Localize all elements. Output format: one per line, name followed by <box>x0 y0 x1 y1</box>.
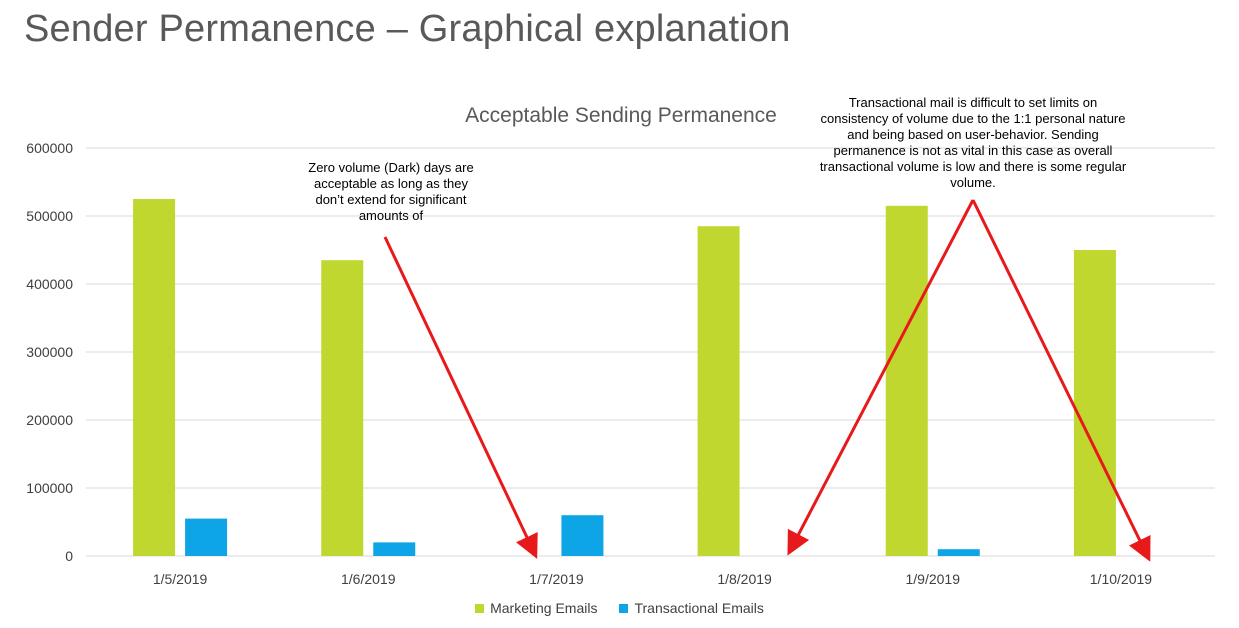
bar-transactional <box>373 542 416 556</box>
arrow-dark-days <box>383 236 538 559</box>
legend-label-marketing: Marketing Emails <box>490 600 598 616</box>
slide-title: Sender Permanence – Graphical explanatio… <box>24 8 791 50</box>
bar-transactional <box>185 518 228 556</box>
bar-transactional <box>561 515 604 556</box>
y-tick-label: 100000 <box>26 480 73 496</box>
annotation-arrows <box>383 199 1151 562</box>
y-tick-label: 300000 <box>26 344 73 360</box>
annotation-dark-days: Zero volume (Dark) days are acceptable a… <box>308 160 474 223</box>
legend-item-transactional: Transactional Emails <box>619 600 764 616</box>
bar-marketing <box>1073 250 1116 556</box>
x-tick-label: 1/8/2019 <box>717 571 772 587</box>
chart-title: Acceptable Sending Permanence <box>465 104 777 127</box>
bars <box>133 199 1116 557</box>
x-tick-label: 1/5/2019 <box>153 571 208 587</box>
x-tick-label: 1/9/2019 <box>906 571 961 587</box>
y-tick-label: 500000 <box>26 208 73 224</box>
bar-marketing <box>133 199 176 556</box>
x-tick-label: 1/6/2019 <box>341 571 396 587</box>
annotation-transactional: Transactional mail is difficult to set l… <box>819 95 1127 190</box>
y-tick-label: 600000 <box>26 140 73 156</box>
bar-marketing <box>321 260 364 556</box>
x-axis-ticks: 1/5/2019 1/6/2019 1/7/2019 1/8/2019 1/9/2019… <box>153 571 1152 587</box>
y-tick-label: 200000 <box>26 412 73 428</box>
grid-lines <box>86 147 1215 557</box>
y-axis-ticks: 0 100000 200000 300000 400000 500000 600000 <box>26 140 73 564</box>
y-tick-label: 400000 <box>26 276 73 292</box>
legend: Marketing Emails Transactional Emails <box>0 600 1239 616</box>
legend-item-marketing: Marketing Emails <box>475 600 597 616</box>
bar-marketing <box>697 226 740 556</box>
x-tick-label: 1/7/2019 <box>529 571 584 587</box>
legend-swatch-marketing <box>475 603 485 613</box>
y-tick-label: 0 <box>65 548 73 564</box>
arrow-transactional-left <box>787 199 975 556</box>
x-tick-label: 1/10/2019 <box>1090 571 1152 587</box>
bar-marketing <box>885 205 928 557</box>
arrow-transactional-right <box>971 199 1151 562</box>
bar-transactional <box>937 549 980 556</box>
legend-label-transactional: Transactional Emails <box>634 600 764 616</box>
legend-swatch-transactional <box>619 603 629 613</box>
